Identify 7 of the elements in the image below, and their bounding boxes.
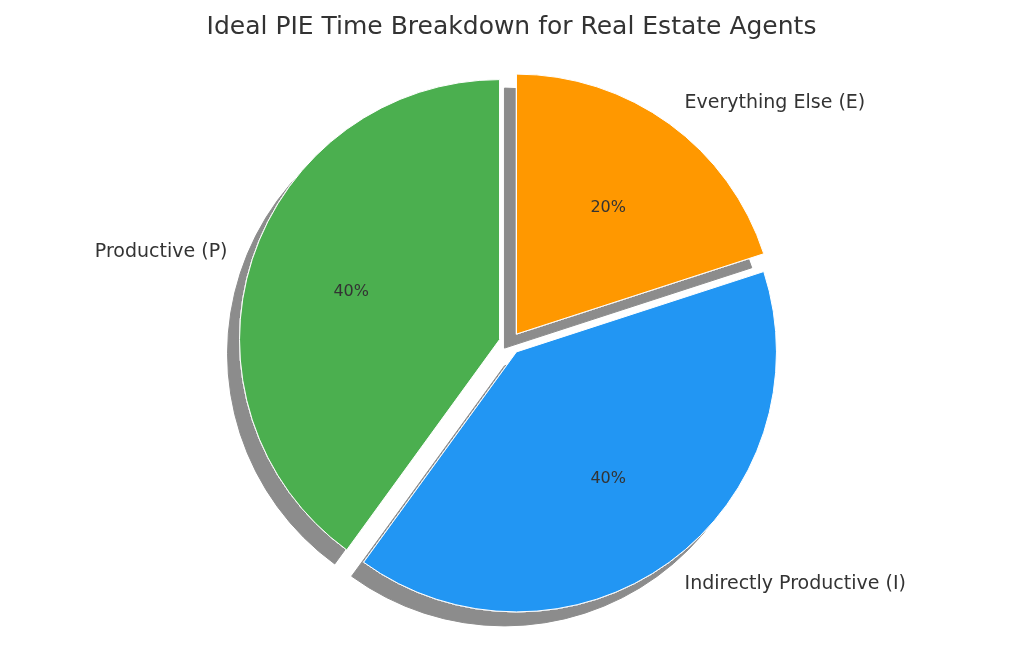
data-label: 20%: [590, 197, 626, 217]
slice-label: Indirectly Productive (I): [684, 570, 906, 593]
data-label: 40%: [333, 280, 369, 300]
slice-label: Productive (P): [94, 238, 228, 261]
slice-label: Everything Else (E): [684, 90, 866, 113]
chart-title: Ideal PIE Time Breakdown for Real Estate Agents: [206, 11, 817, 40]
data-label: 40%: [590, 467, 626, 487]
